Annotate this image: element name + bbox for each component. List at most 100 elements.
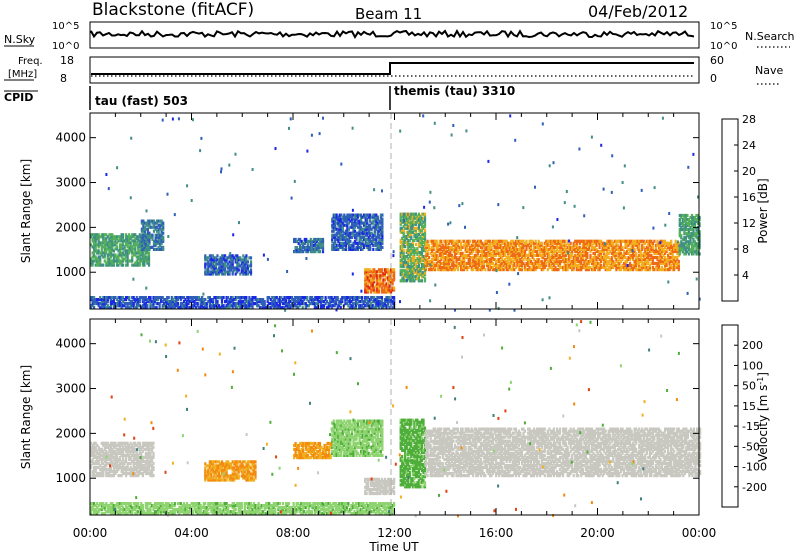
heatmap-cell	[146, 251, 149, 255]
heatmap-cell	[376, 233, 379, 237]
heatmap-cell	[314, 250, 317, 254]
heatmap-cell	[490, 259, 493, 264]
heatmap-cell	[99, 241, 102, 245]
heatmap-cell	[90, 259, 93, 263]
heatmap-cell	[227, 270, 230, 274]
heatmap-cell	[668, 261, 671, 266]
nsearch-tick-top: 10^5	[710, 21, 737, 32]
heatmap-cell	[407, 248, 410, 253]
heatmap-cell	[410, 246, 413, 251]
heatmap-cell	[431, 247, 434, 251]
heatmap-cell	[118, 247, 122, 251]
heatmap-cell	[625, 259, 629, 264]
heatmap-cell	[309, 298, 312, 302]
heatmap-cell	[263, 300, 266, 304]
heatmap-cell	[167, 304, 170, 308]
heatmap-cell	[683, 242, 686, 246]
heatmap-cell	[659, 243, 662, 247]
heatmap-cell	[424, 263, 428, 268]
heatmap-cell	[358, 229, 361, 233]
heatmap-cell	[516, 249, 519, 253]
heatmap-cell	[100, 247, 103, 251]
heatmap-cell	[438, 268, 441, 272]
heatmap-cell	[160, 221, 163, 225]
heatmap-cell	[349, 219, 352, 223]
heatmap-cell	[149, 304, 152, 308]
heatmap-cell	[665, 249, 668, 253]
heatmap-cell	[371, 282, 374, 286]
heatmap-cell	[429, 251, 432, 255]
heatmap-cell	[233, 256, 236, 260]
heatmap-cell	[444, 249, 447, 253]
heatmap-cell	[106, 235, 109, 239]
heatmap-cell	[476, 245, 479, 249]
heatmap-cell	[322, 116, 324, 120]
heatmap-cell	[606, 251, 609, 255]
heatmap-cell	[251, 300, 254, 304]
heatmap-cell	[600, 143, 603, 147]
heatmap-cell	[125, 233, 128, 237]
heatmap-cell	[93, 243, 96, 247]
heatmap-cell	[346, 233, 349, 237]
heatmap-cell	[514, 247, 517, 251]
heatmap-cell	[370, 231, 373, 235]
heatmap-cell	[237, 264, 240, 268]
heatmap-cell	[151, 245, 154, 249]
heatmap-cell	[111, 253, 114, 257]
heatmap-cell	[636, 268, 639, 272]
heatmap-cell	[137, 261, 140, 265]
heatmap-cell	[401, 261, 404, 265]
heatmap-cell	[146, 257, 149, 261]
heatmap-cell	[327, 304, 330, 308]
heatmap-cell	[656, 251, 659, 255]
heatmap-cell	[537, 265, 540, 270]
heatmap-cell	[159, 219, 162, 223]
heatmap-cell	[542, 253, 545, 257]
heatmap-cell	[662, 253, 665, 257]
heatmap-cell	[373, 286, 376, 290]
heatmap-cell	[132, 233, 135, 237]
heatmap-cell	[413, 275, 416, 279]
heatmap-cell	[363, 227, 366, 231]
heatmap-cell	[597, 253, 600, 257]
heatmap-cell	[689, 232, 692, 236]
heatmap-cell	[147, 263, 151, 267]
heatmap-cell	[369, 231, 372, 235]
heatmap-cell	[420, 271, 424, 275]
heatmap-cell	[249, 260, 253, 264]
heatmap-cell	[562, 251, 565, 255]
heatmap-cell	[678, 252, 681, 256]
heatmap-cell	[540, 253, 543, 257]
heatmap-cell	[364, 276, 367, 280]
heatmap-cell	[650, 253, 653, 257]
heatmap-cell	[230, 304, 233, 308]
heatmap-cell	[505, 261, 508, 266]
heatmap-cell	[692, 215, 695, 220]
heatmap-cell	[647, 259, 650, 264]
heatmap-cell	[516, 236, 519, 240]
heatmap-cell	[97, 239, 100, 243]
heatmap-cell	[140, 306, 143, 310]
heatmap-cell	[381, 189, 383, 193]
heatmap-cell	[402, 244, 405, 249]
heatmap-cell	[234, 254, 237, 258]
heatmap-cell	[364, 280, 367, 284]
heatmap-cell	[380, 304, 383, 308]
heatmap-cell	[377, 290, 380, 294]
heatmap-cell	[583, 259, 586, 264]
heatmap-cell	[153, 306, 157, 310]
heatmap-cell	[493, 251, 496, 255]
heatmap-cell	[356, 233, 360, 237]
heatmap-cell	[452, 265, 455, 270]
heatmap-cell	[648, 247, 651, 251]
heatmap-cell	[692, 222, 695, 226]
heatmap-cell	[103, 253, 106, 257]
heatmap-cell	[557, 268, 560, 272]
heatmap-cell	[93, 241, 96, 245]
heatmap-cell	[557, 257, 560, 262]
heatmap-cell	[249, 300, 253, 304]
heatmap-cell	[475, 253, 478, 257]
heatmap-cell	[551, 249, 554, 253]
heatmap-cell	[667, 243, 670, 247]
heatmap-cell	[217, 258, 221, 262]
